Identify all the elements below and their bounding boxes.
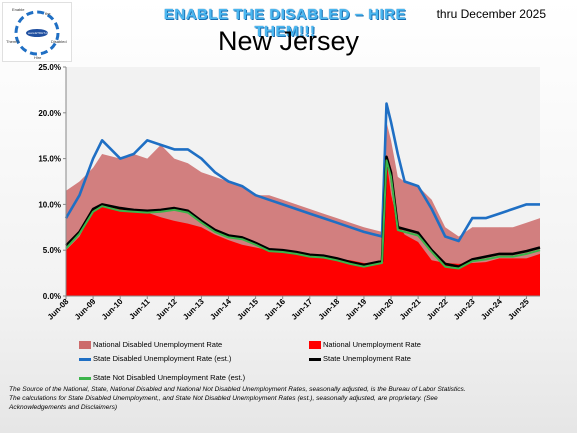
line-series bbox=[64, 102, 541, 270]
y-axis: 0.0% 5.0% 10.0% 15.0% 20.0% 25.0% bbox=[38, 63, 67, 301]
legend-swatch bbox=[79, 357, 91, 361]
logo-word: Enable bbox=[12, 7, 25, 12]
legend-item-state: State Unemployment Rate bbox=[309, 354, 411, 363]
footnote-line: Acknowledgements and Disclaimers) bbox=[9, 403, 118, 411]
y-tick-label: 20.0% bbox=[38, 109, 61, 118]
x-tick-label: Jun-22 bbox=[425, 297, 450, 322]
legend-swatch bbox=[309, 357, 321, 361]
x-tick-label: Jun-10 bbox=[100, 297, 125, 322]
series-line-3 bbox=[65, 155, 541, 269]
x-tick-label: Jun-13 bbox=[181, 297, 206, 322]
x-tick-label: Jun-24 bbox=[479, 297, 504, 322]
logo-word: Them!!! bbox=[6, 39, 20, 44]
legend-swatch bbox=[79, 341, 91, 350]
logo-word: Disabled bbox=[51, 39, 67, 44]
series-line-2 bbox=[64, 102, 540, 243]
chart-title: New Jersey bbox=[217, 26, 360, 56]
logo-ring-icon bbox=[14, 10, 60, 56]
legend-label: State Not Disabled Unemployment Rate (es… bbox=[93, 373, 246, 382]
legend-swatch bbox=[309, 341, 321, 350]
logo-url: www.ETDHT.com bbox=[28, 31, 52, 35]
legend-item-state-not-disabled: State Not Disabled Unemployment Rate (es… bbox=[79, 373, 245, 382]
x-tick-label: Jun-23 bbox=[452, 297, 477, 322]
y-tick-label: 10.0% bbox=[38, 200, 61, 209]
x-tick-label: Jun-12 bbox=[154, 297, 179, 322]
y-tick-label: 25.0% bbox=[38, 63, 61, 72]
x-tick-label: Jun-17 bbox=[290, 297, 315, 322]
logo-word: the bbox=[45, 11, 51, 16]
legend-label: State Unemployment Rate bbox=[323, 354, 411, 363]
footnote-line: The Source of the National, State, Natio… bbox=[9, 386, 466, 393]
x-tick-label: Jun-14 bbox=[208, 297, 233, 322]
x-tick-label: Jun-20 bbox=[371, 297, 396, 322]
x-tick-label: Jun-18 bbox=[317, 297, 342, 322]
logo-word: Hire bbox=[34, 55, 42, 60]
y-tick-label: 15.0% bbox=[38, 155, 61, 164]
x-tick-label: Jun-15 bbox=[235, 297, 260, 322]
legend-label: National Unemployment Rate bbox=[323, 340, 421, 349]
legend-label: State Disabled Unemployment Rate (est.) bbox=[93, 354, 232, 363]
x-tick-label: Jun-09 bbox=[73, 297, 98, 322]
series-line-4 bbox=[65, 159, 541, 270]
legend-swatch bbox=[79, 376, 91, 380]
footnote-line: The calculations for State Disabled Unem… bbox=[9, 394, 438, 402]
y-tick-label: 0.0% bbox=[43, 292, 61, 301]
series-area-1 bbox=[66, 160, 540, 296]
x-tick-label: Jun-21 bbox=[398, 297, 423, 322]
y-tick-label: 5.0% bbox=[43, 246, 61, 255]
x-tick-label: Jun-25 bbox=[506, 297, 531, 322]
legend-item-state-disabled: State Disabled Unemployment Rate (est.) bbox=[79, 354, 231, 363]
date-range-label: thru December 2025 bbox=[436, 7, 546, 21]
source-footnote: The Source of the National, State, Natio… bbox=[9, 386, 569, 413]
x-axis: Jun-08 Jun-09 Jun-10 Jun-11 Jun-12 Jun-13 Jun-… bbox=[46, 295, 540, 322]
x-tick-label: Jun-19 bbox=[344, 297, 369, 322]
legend-label: National Disabled Unemployment Rate bbox=[93, 340, 223, 349]
legend-item-national: National Unemployment Rate bbox=[309, 340, 421, 350]
legend-item-national-disabled: National Disabled Unemployment Rate bbox=[79, 340, 223, 350]
banner-slogan: ENABLE THE DISABLED – HIRE THEM!!! bbox=[163, 6, 407, 40]
x-tick-label: Jun-11 bbox=[127, 297, 152, 322]
logo: Enable the Disabled Hire Them!!! www.ETD… bbox=[2, 2, 72, 62]
x-tick-label: Jun-16 bbox=[262, 297, 287, 322]
